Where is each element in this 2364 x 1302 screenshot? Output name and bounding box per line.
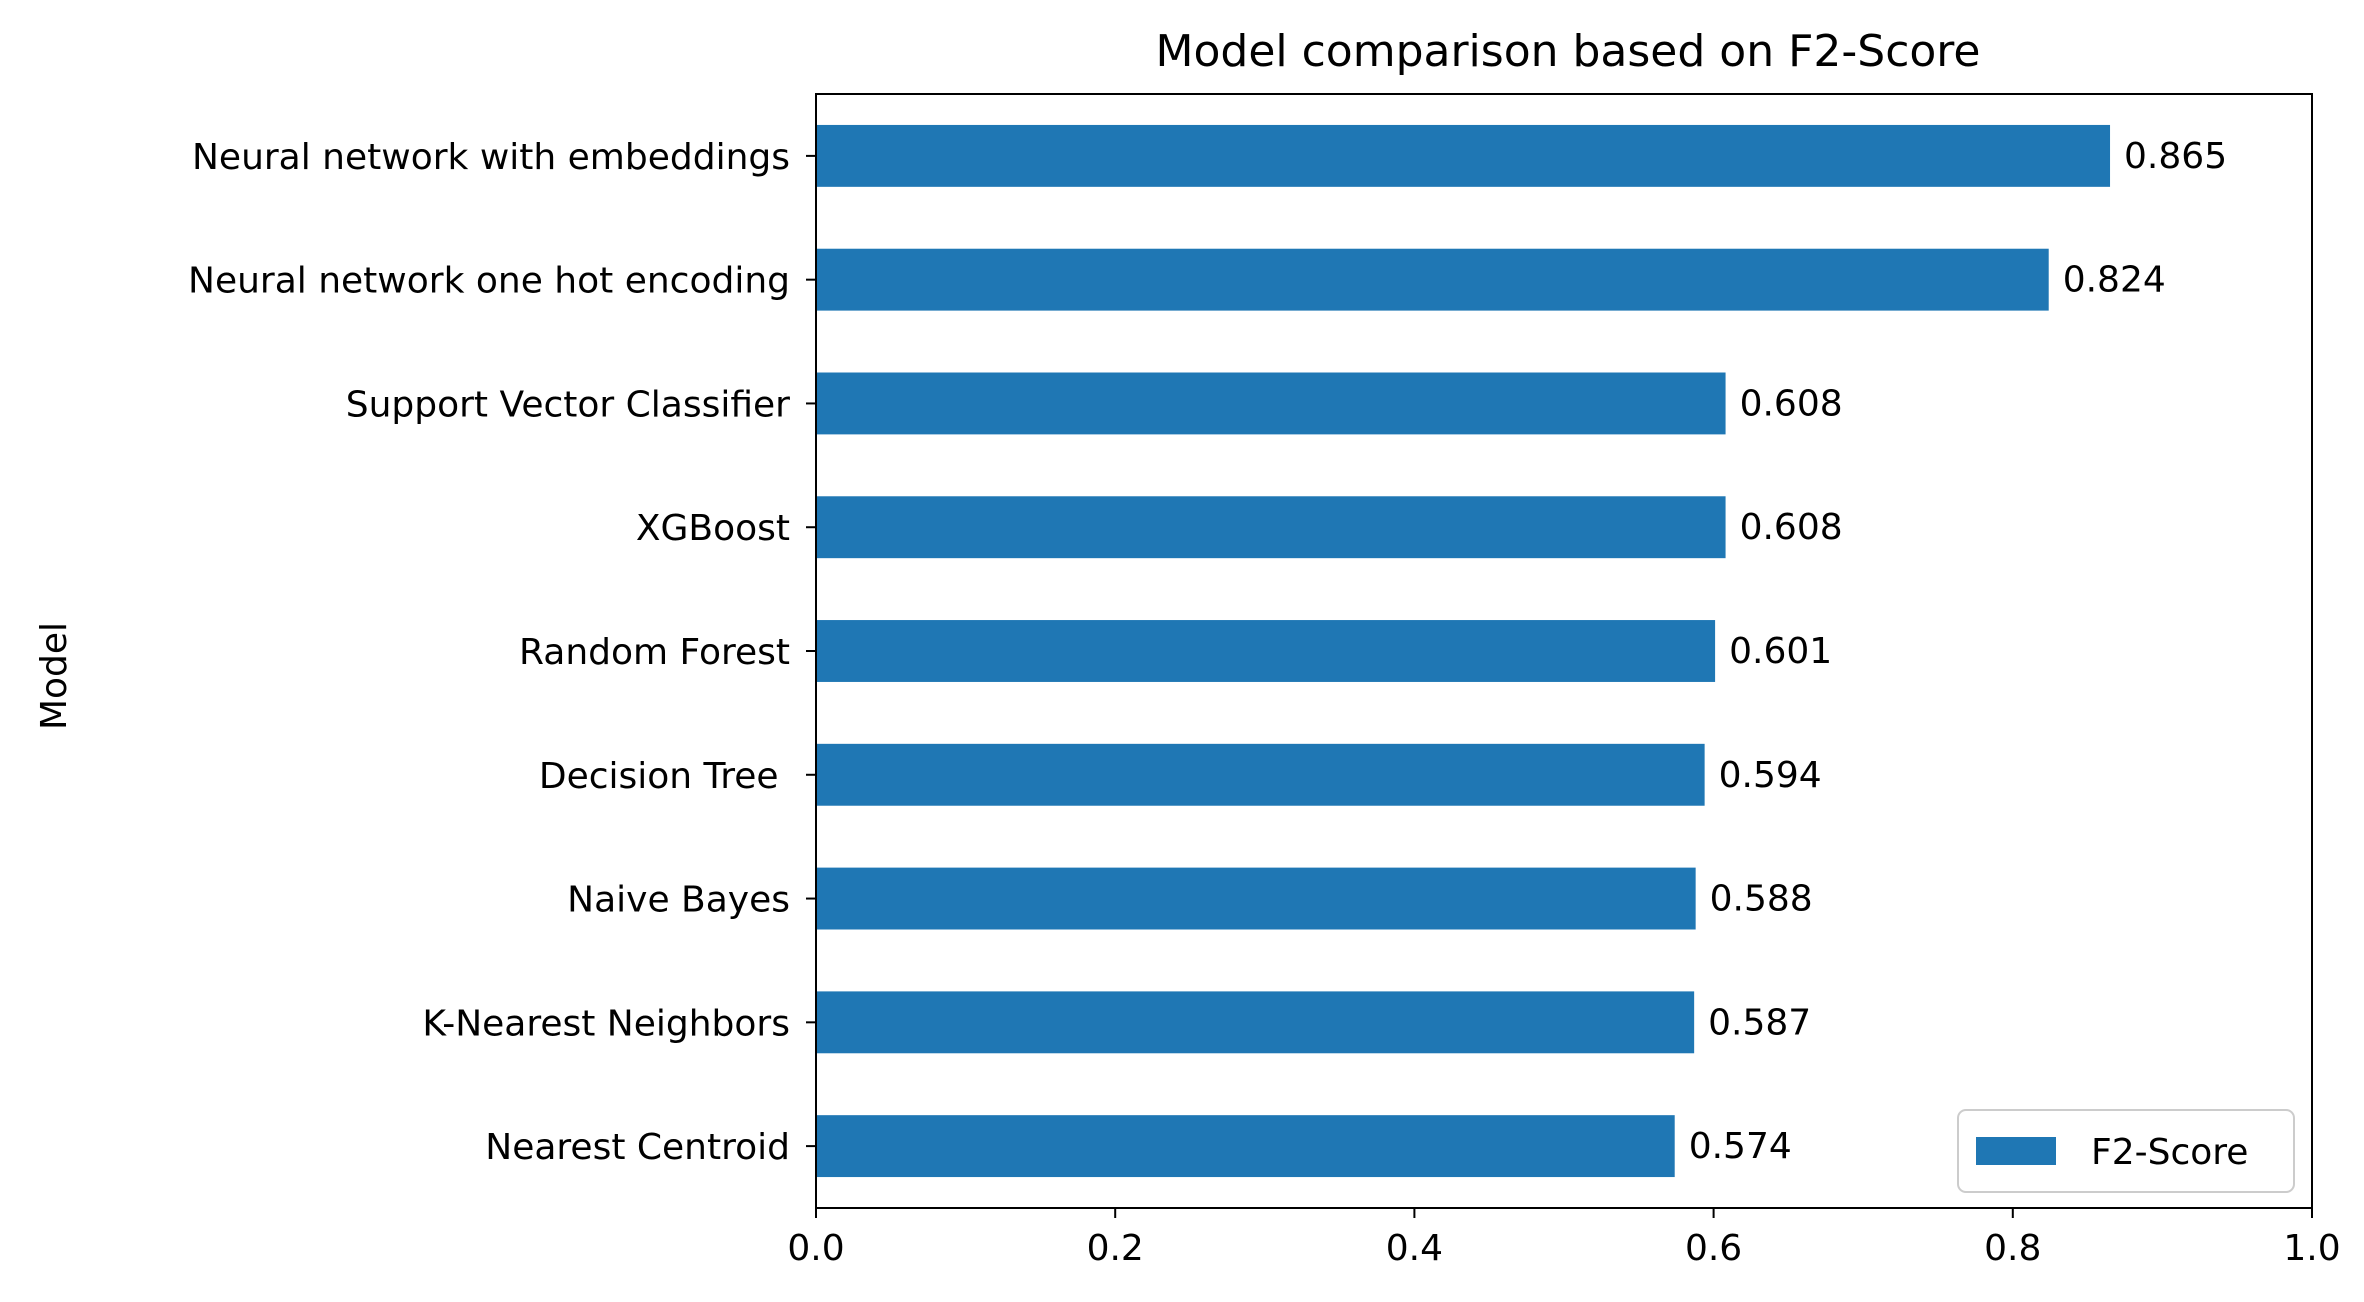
y-tick-label: Support Vector Classifier <box>346 384 790 425</box>
bar <box>816 867 1696 930</box>
x-tick-label: 0.8 <box>1984 1228 2041 1269</box>
bar <box>816 620 1716 682</box>
legend: F2-Score <box>1957 1109 2295 1193</box>
y-tick-label: Neural network one hot encoding <box>188 261 790 302</box>
bar <box>816 1115 1675 1178</box>
bar-value-label: 0.608 <box>1740 383 1843 424</box>
chart-title: Model comparison based on F2-Score <box>1156 26 1981 77</box>
y-axis-label: Model <box>34 622 75 730</box>
x-tick-label: 1.0 <box>2283 1228 2340 1269</box>
x-tick-label: 0.4 <box>1386 1228 1443 1269</box>
y-tick-label: Nearest Centroid <box>485 1127 790 1168</box>
y-tick-label: Naive Bayes <box>567 880 790 921</box>
value-labels-group: 0.865 0.824 0.608 0.608 0.601 0.594 0.588 0.587… <box>1689 136 2227 1167</box>
bar <box>816 124 2111 187</box>
legend-swatch <box>1976 1137 2056 1165</box>
x-tick-label: 0.2 <box>1087 1228 1144 1269</box>
x-tick-label: 0.0 <box>787 1228 844 1269</box>
bar-value-label: 0.587 <box>1708 1002 1811 1043</box>
y-axis-ticks: Neural network with embeddings Neural net… <box>188 137 816 1168</box>
bar-value-label: 0.588 <box>1710 879 1813 920</box>
bar-value-label: 0.574 <box>1689 1126 1792 1167</box>
bar-value-label: 0.865 <box>2124 136 2227 177</box>
bar-value-label: 0.824 <box>2063 260 2166 301</box>
bar-value-label: 0.594 <box>1719 755 1822 796</box>
y-tick-label: Neural network with embeddings <box>192 137 790 178</box>
legend-label: F2-Score <box>2091 1132 2248 1173</box>
bar <box>816 248 2049 311</box>
legend-box <box>1957 1109 2295 1193</box>
plot-frame <box>815 93 2313 1209</box>
bar <box>816 991 1695 1054</box>
y-tick-label: Decision Tree <box>539 756 790 797</box>
y-tick-label: K-Nearest Neighbors <box>422 1003 790 1044</box>
bar <box>816 496 1726 559</box>
bars-group <box>816 124 2111 1178</box>
y-tick-label: XGBoost <box>636 508 790 549</box>
x-axis-ticks: 0.0 0.2 0.4 0.6 0.8 1.0 <box>787 1208 2341 1269</box>
bar-value-label: 0.608 <box>1740 507 1843 548</box>
bar <box>816 372 1726 435</box>
x-tick-label: 0.6 <box>1685 1228 1742 1269</box>
bar-value-label: 0.601 <box>1729 631 1832 672</box>
y-tick-label: Random Forest <box>519 632 790 673</box>
bar <box>816 743 1705 806</box>
